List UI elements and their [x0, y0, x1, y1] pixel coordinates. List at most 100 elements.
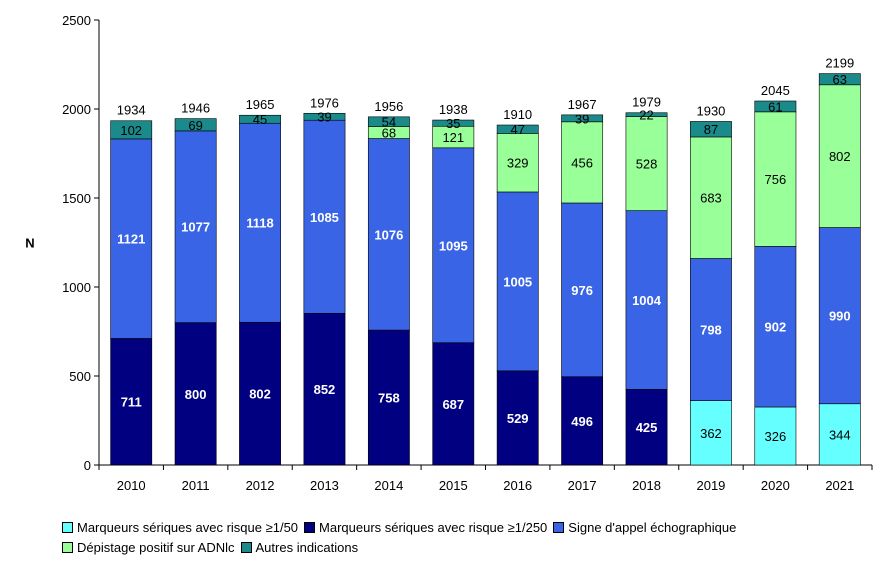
y-tick-label: 2500	[62, 13, 91, 28]
data-label: 1076	[374, 227, 403, 242]
bar-segment	[818, 73, 861, 86]
data-label: 344	[829, 427, 851, 442]
data-label: 800	[185, 387, 207, 402]
total-label: 1930	[696, 103, 725, 118]
bar-segment	[496, 370, 539, 466]
total-label: 2199	[825, 56, 854, 71]
data-label: 22	[639, 108, 653, 123]
data-label: 529	[507, 411, 529, 426]
x-tick-label: 2011	[182, 478, 210, 493]
bar-segment	[432, 147, 475, 344]
bar-segment	[690, 121, 732, 138]
bar-segment	[496, 133, 539, 193]
data-label: 756	[765, 172, 787, 187]
bar-segment	[625, 389, 668, 466]
y-axis-label: N	[25, 236, 34, 251]
data-label: 425	[636, 420, 658, 435]
legend-swatch	[304, 521, 316, 533]
total-label: 1967	[568, 97, 597, 112]
x-tick-label: 2019	[696, 478, 725, 493]
data-label: 1121	[117, 232, 145, 247]
bar-segment	[110, 138, 153, 339]
bar-segment	[432, 119, 475, 127]
x-tick-label: 2010	[117, 478, 146, 493]
legend-swatch	[62, 521, 73, 533]
total-label: 1965	[246, 97, 275, 112]
legend-item: Dépistage positif sur ADNlc	[62, 540, 235, 555]
bar-segment	[367, 329, 410, 466]
y-tick-label: 1500	[62, 191, 91, 206]
x-tick-label: 2015	[439, 478, 468, 493]
bar-segment	[625, 116, 668, 211]
bar-segment	[174, 118, 217, 132]
bar-segment	[561, 121, 604, 204]
x-tick-label: 2017	[568, 478, 597, 493]
bar-segment	[754, 246, 797, 408]
bar-segment	[754, 406, 797, 466]
bar-segment	[239, 122, 281, 323]
data-label: 362	[700, 426, 722, 441]
data-label: 456	[571, 155, 593, 170]
bar-segment	[303, 313, 346, 466]
bar-segment	[690, 136, 732, 259]
legend-item: Signe d'appel échographique	[553, 520, 736, 535]
x-tick-label: 2014	[374, 478, 403, 493]
data-label: 683	[700, 191, 722, 206]
total-label: 1938	[439, 102, 468, 117]
bar-segment	[496, 124, 539, 134]
legend-item: Autres indications	[240, 539, 359, 555]
data-label: 802	[249, 387, 271, 402]
data-label: 61	[768, 99, 782, 114]
bar-segment	[367, 116, 410, 127]
chart-legend: Marqueurs sériques avec risque ≥1/50 Marq…	[62, 517, 862, 557]
data-label: 1004	[632, 293, 662, 308]
data-label: 1085	[310, 210, 339, 225]
data-label: 976	[571, 283, 593, 298]
legend-swatch	[62, 541, 73, 553]
legend-item: Marqueurs sériques avec risque ≥1/250	[304, 520, 547, 535]
legend-label: Marqueurs sériques avec risque ≥1/250	[319, 519, 548, 535]
bar-segment	[239, 114, 281, 124]
bar-segment	[690, 258, 732, 401]
bar-segment	[818, 227, 861, 405]
bar-segment	[754, 100, 797, 113]
data-label: 39	[575, 111, 589, 126]
bar-segment	[561, 202, 604, 378]
data-label: 329	[507, 156, 529, 171]
data-label: 528	[636, 157, 658, 172]
data-label: 496	[571, 414, 593, 429]
legend-row: Dépistage positif sur ADNlc Autres indica…	[62, 537, 862, 557]
data-label: 798	[700, 323, 722, 338]
y-tick-label: 500	[69, 369, 91, 384]
chart-plot: 0 500 1000 1500 2000 2500 N 2010 711 1121 102 1934…	[25, 13, 873, 493]
bar-segment	[754, 111, 797, 247]
x-tick-label: 2021	[825, 478, 854, 493]
data-label: 39	[317, 110, 331, 125]
data-label: 852	[314, 382, 336, 397]
legend-label: Autres indications	[255, 539, 359, 555]
data-label: 35	[446, 116, 460, 131]
bar-segment	[818, 84, 861, 228]
y-tick-label: 1000	[62, 280, 91, 295]
x-tick-label: 2012	[246, 478, 275, 493]
data-label: 54	[382, 115, 396, 130]
bar-segment	[174, 130, 217, 323]
y-tick-label: 2000	[62, 102, 91, 117]
data-label: 1005	[503, 274, 532, 289]
data-label: 802	[829, 149, 851, 164]
data-label: 758	[378, 391, 400, 406]
total-label: 2045	[761, 83, 790, 98]
bar-segment	[561, 114, 604, 123]
bar-segment	[110, 338, 153, 466]
legend-swatch	[240, 541, 252, 553]
legend-label: Signe d'appel échographique	[568, 519, 737, 535]
bar-segment	[303, 112, 346, 121]
bar-segment	[818, 403, 861, 466]
bar-segment	[496, 191, 539, 372]
total-label: 1956	[374, 99, 403, 114]
total-label: 1946	[181, 101, 210, 116]
data-label: 87	[704, 122, 718, 137]
data-label: 68	[382, 125, 396, 140]
data-label: 1077	[181, 220, 210, 235]
